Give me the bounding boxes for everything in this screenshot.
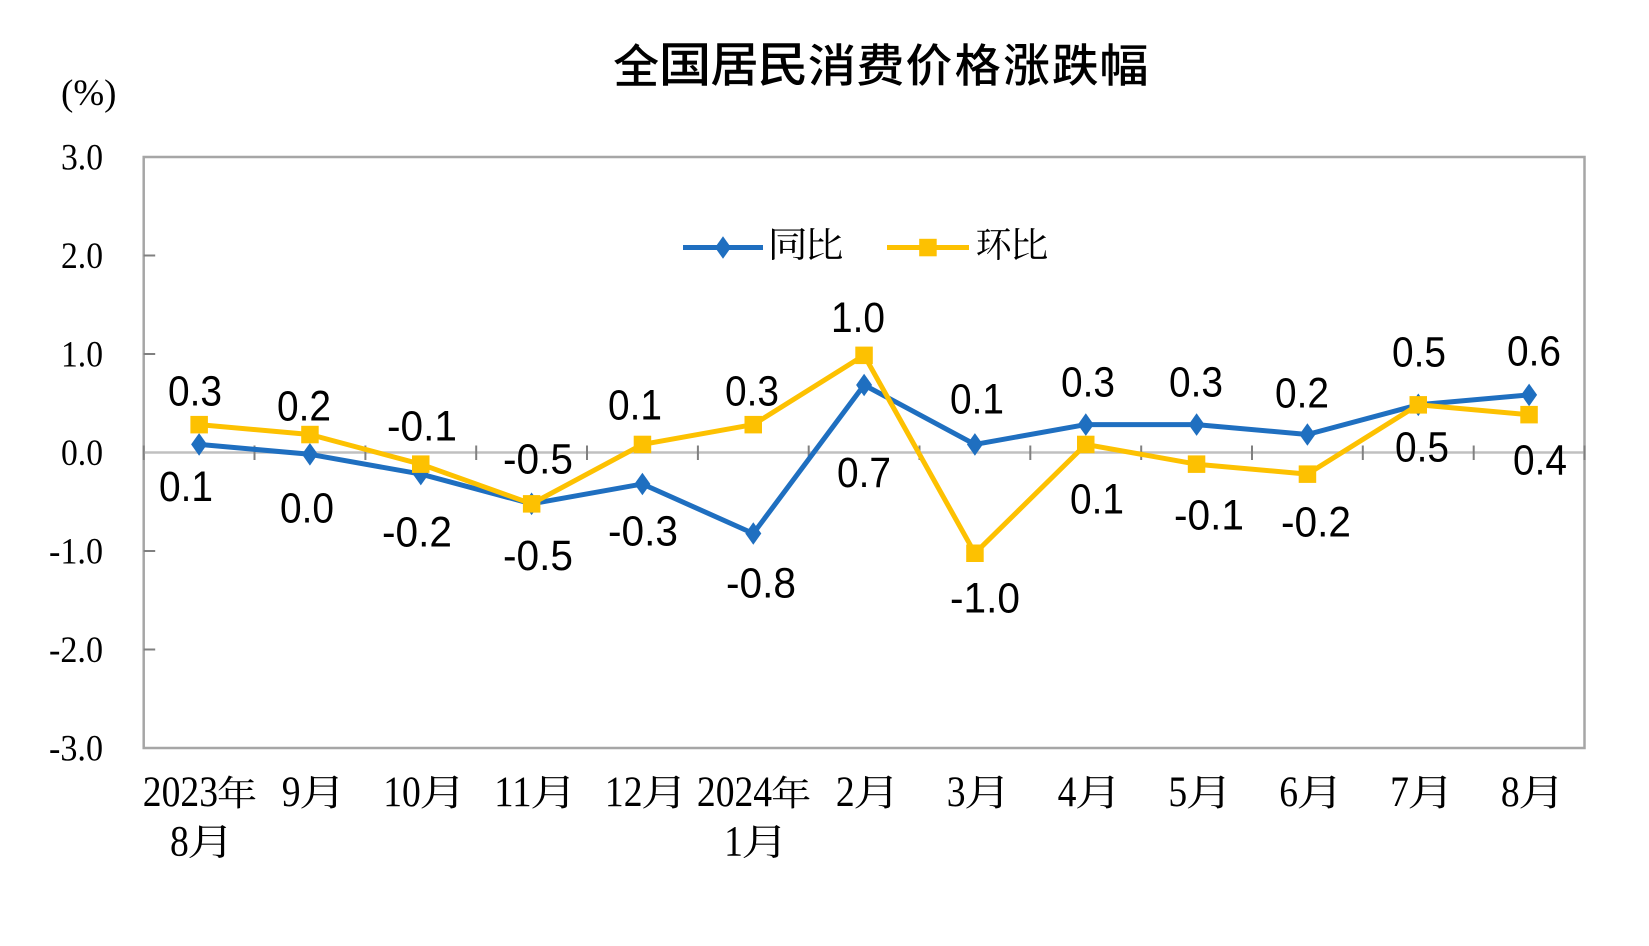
- svg-text:9: 9: [282, 769, 301, 816]
- svg-text:1: 1: [724, 818, 743, 865]
- svg-text:3.0: 3.0: [61, 138, 103, 179]
- svg-text:-0.1: -0.1: [1174, 492, 1244, 540]
- svg-text:0.1: 0.1: [608, 382, 662, 430]
- svg-text:-0.3: -0.3: [608, 508, 678, 556]
- svg-text:(%): (%): [61, 73, 116, 114]
- svg-text:2: 2: [836, 769, 855, 816]
- svg-text:0.4: 0.4: [1513, 437, 1567, 485]
- svg-text:0.5: 0.5: [1395, 424, 1449, 472]
- svg-text:8: 8: [170, 818, 189, 865]
- svg-text:-0.1: -0.1: [387, 403, 457, 451]
- svg-text:0.3: 0.3: [725, 368, 779, 416]
- svg-text:2024: 2024: [697, 769, 772, 816]
- svg-text:0.6: 0.6: [1507, 328, 1561, 376]
- svg-text:3: 3: [947, 769, 966, 816]
- svg-text:-1.0: -1.0: [950, 575, 1020, 623]
- svg-text:-3.0: -3.0: [49, 729, 103, 770]
- svg-text:-0.5: -0.5: [503, 532, 573, 580]
- svg-text:2023: 2023: [143, 769, 218, 816]
- svg-text:10: 10: [383, 769, 421, 816]
- svg-text:0.1: 0.1: [950, 376, 1004, 424]
- svg-text:0.1: 0.1: [1070, 476, 1124, 524]
- svg-text:8: 8: [1501, 769, 1520, 816]
- svg-text:0.0: 0.0: [61, 433, 103, 474]
- svg-text:0.0: 0.0: [280, 485, 334, 533]
- svg-text:0.2: 0.2: [277, 383, 331, 431]
- svg-text:0.2: 0.2: [1275, 370, 1329, 418]
- svg-text:-0.8: -0.8: [726, 560, 796, 608]
- svg-text:6: 6: [1279, 769, 1298, 816]
- svg-text:0.3: 0.3: [1169, 359, 1223, 407]
- svg-text:-1.0: -1.0: [49, 532, 103, 573]
- svg-text:0.5: 0.5: [1392, 329, 1446, 377]
- svg-text:2.0: 2.0: [61, 236, 103, 277]
- svg-text:1.0: 1.0: [831, 294, 885, 342]
- svg-text:-0.2: -0.2: [382, 509, 452, 557]
- svg-text:-2.0: -2.0: [49, 630, 103, 671]
- svg-text:0.1: 0.1: [159, 463, 213, 511]
- svg-text:1.0: 1.0: [61, 335, 103, 376]
- svg-text:0.3: 0.3: [1061, 359, 1115, 407]
- svg-text:7: 7: [1390, 769, 1409, 816]
- svg-text:0.3: 0.3: [168, 368, 222, 416]
- svg-text:-0.2: -0.2: [1281, 499, 1351, 547]
- svg-text:5: 5: [1168, 769, 1187, 816]
- svg-text:12: 12: [605, 769, 643, 816]
- svg-text:11: 11: [494, 769, 532, 816]
- svg-text:0.7: 0.7: [837, 449, 891, 497]
- svg-text:-0.5: -0.5: [503, 436, 573, 484]
- svg-text:4: 4: [1058, 769, 1077, 816]
